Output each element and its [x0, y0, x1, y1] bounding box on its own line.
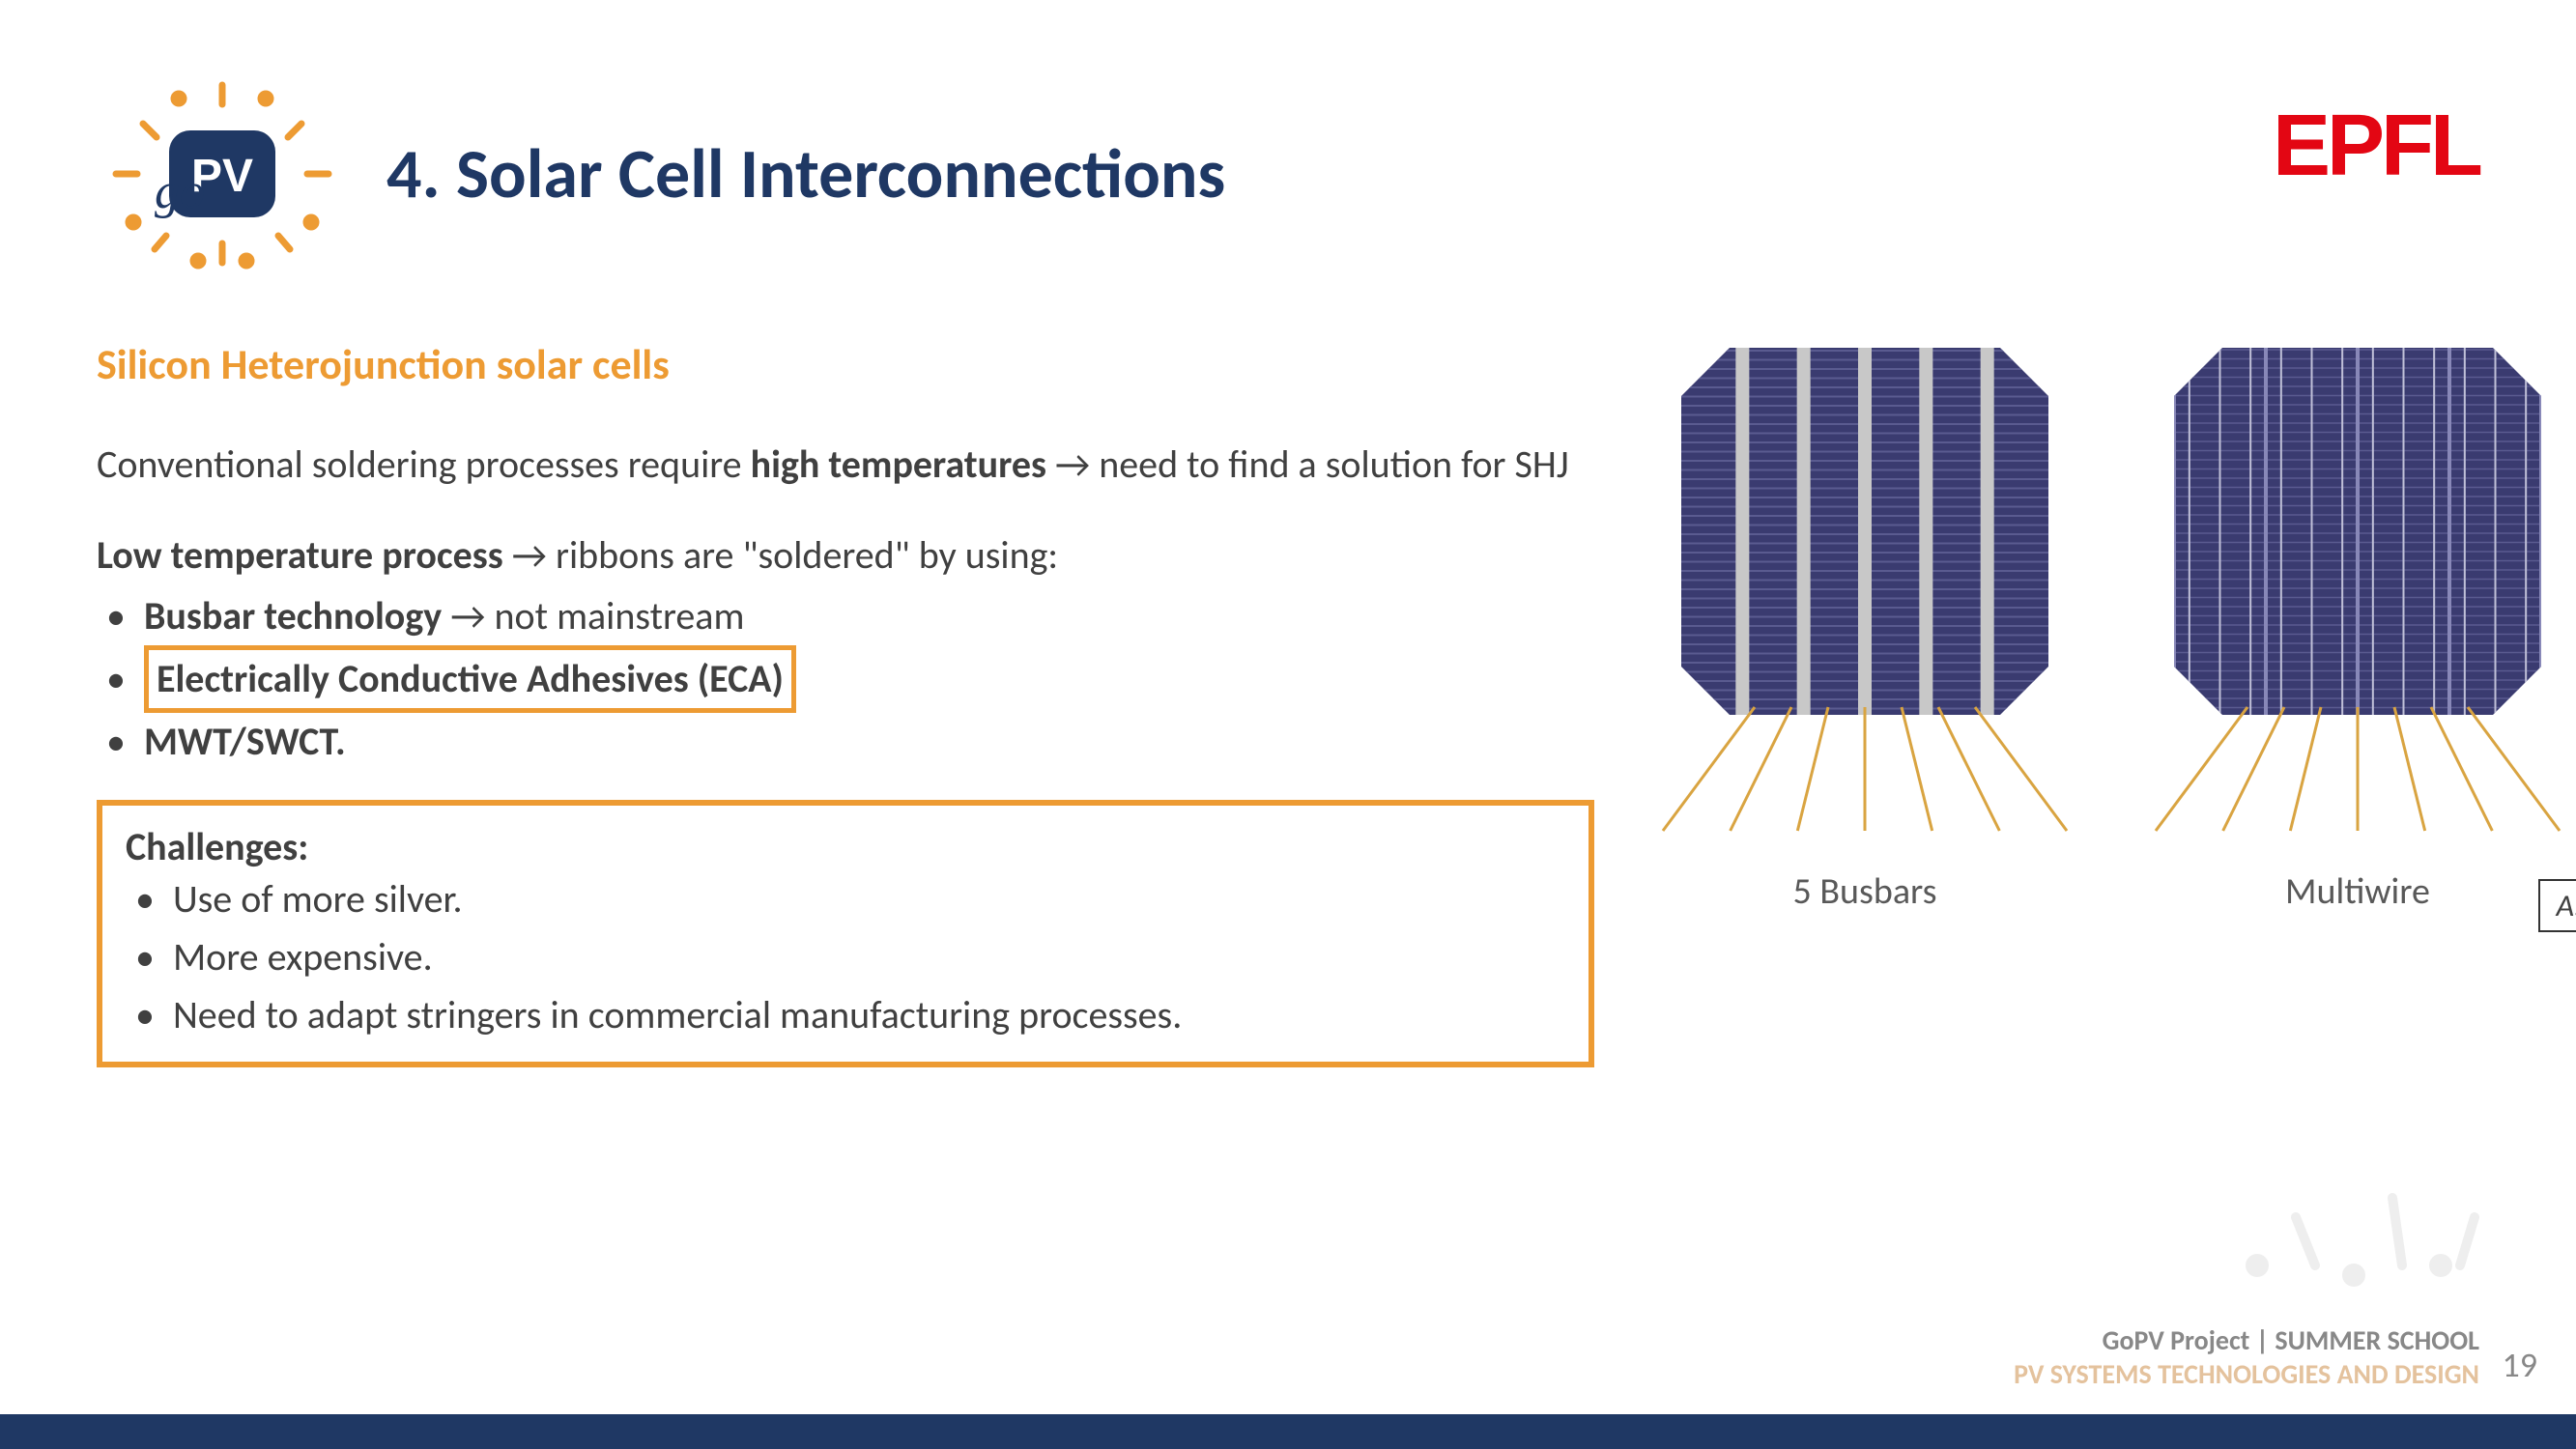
- challenges-title: Challenges:: [126, 823, 1565, 870]
- gopv-logo-icon: PV go: [97, 77, 348, 270]
- paragraph-2: Low temperature process → ribbons are "s…: [97, 529, 1594, 582]
- list-item: Need to adapt stringers in commercial ma…: [164, 986, 1565, 1044]
- list-item: Busbar technology → not mainstream: [135, 587, 1594, 645]
- watermark-icon: [2218, 1121, 2508, 1314]
- list-item: Use of more silver.: [164, 870, 1565, 928]
- challenges-box: Challenges: Use of more silver. More exp…: [97, 800, 1594, 1067]
- cell-label-multiwire: Multiwire: [2285, 869, 2430, 914]
- bullet-list-processes: Busbar technology → not mainstream Elect…: [97, 587, 1594, 771]
- epfl-logo: EPFL: [2273, 97, 2479, 196]
- footer: GoPV Project | SUMMER SCHOOL PV SYSTEMS …: [2014, 1323, 2479, 1391]
- bottom-bar: [0, 1414, 2576, 1449]
- list-item: MWT/SWCT.: [135, 713, 1594, 771]
- list-item: More expensive.: [164, 928, 1565, 986]
- slide-title: 4. Solar Cell Interconnections: [386, 131, 1225, 216]
- list-item: Electrically Conductive Adhesives (ECA): [135, 645, 1594, 713]
- page-number: 19: [2503, 1344, 2538, 1386]
- svg-text:go: go: [155, 164, 205, 219]
- busbar-cell-diagram: [1652, 338, 2077, 840]
- eca-highlight-box: Electrically Conductive Adhesives (ECA): [144, 645, 796, 713]
- subtitle: Silicon Heterojunction solar cells: [97, 338, 1594, 390]
- cell-label-busbars: 5 Busbars: [1793, 869, 1937, 914]
- multiwire-cell-diagram: [2145, 338, 2570, 840]
- paragraph-1: Conventional soldering processes require…: [97, 439, 1594, 491]
- citation: A. Shah, Solar cells and modules (2020): [2538, 879, 2576, 932]
